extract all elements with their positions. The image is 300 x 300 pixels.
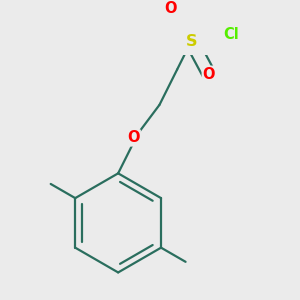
Text: S: S	[185, 34, 197, 49]
Text: Cl: Cl	[224, 27, 239, 42]
Text: O: O	[127, 130, 140, 146]
Text: O: O	[164, 1, 176, 16]
Text: O: O	[203, 67, 215, 82]
